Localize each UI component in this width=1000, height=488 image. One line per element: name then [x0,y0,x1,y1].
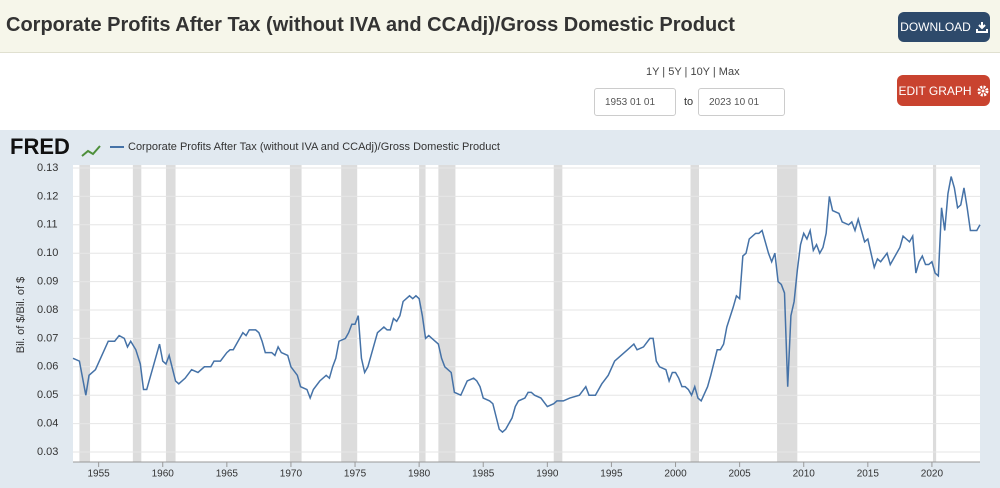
x-tick-label: 1975 [344,469,367,480]
gear-icon [977,85,989,96]
x-tick-label: 1980 [408,469,431,480]
y-tick-label: 0.07 [37,332,58,344]
recession-shade [932,165,937,462]
y-tick-label: 0.10 [37,247,58,259]
to-label: to [684,96,694,108]
recession-shade [341,165,358,462]
end-date[interactable]: 2023 10 01 [698,88,785,116]
recession-shade [79,165,91,462]
recession-shade [165,165,176,462]
data-line [72,176,981,434]
download-label[interactable]: DOWNLOAD [900,20,971,34]
y-tick-label: 0.12 [37,190,58,202]
x-tick-label: 1960 [152,469,175,480]
y-axis-label: Bil. of $/Bil. of $ [15,277,27,353]
y-tick-label: 0.13 [37,162,58,174]
recession-shade [777,165,798,462]
fred-logo: FRED [10,134,70,159]
y-tick-label: 0.08 [37,304,58,316]
x-tick-label: 1955 [88,469,111,480]
y-tick-label: 0.09 [37,276,58,288]
x-tick-label: 1985 [472,469,495,480]
download-icon [975,22,988,33]
y-tick-label: 0.11 [37,219,58,231]
x-tick-label: 2010 [793,469,816,480]
edit-graph-button[interactable]: EDIT GRAPH [897,75,990,106]
chart: FRED Corporate Profits After Tax (withou… [0,130,1000,488]
recession-shade [132,165,142,462]
x-tick-label: 1965 [216,469,239,480]
y-tick-label: 0.03 [37,446,58,458]
recession-shade [438,165,456,462]
range-links[interactable]: 1Y | 5Y | 10Y | Max [646,66,740,78]
recession-shade [690,165,699,462]
x-tick-label: 1990 [536,469,559,480]
x-tick-label: 2020 [921,469,944,480]
header: Corporate Profits After Tax (without IVA… [0,0,1000,53]
edit-graph-label[interactable]: EDIT GRAPH [898,83,972,98]
y-tick-label: 0.05 [37,389,58,401]
x-tick-label: 1970 [280,469,303,480]
plot-area [73,165,980,462]
page-title: Corporate Profits After Tax (without IVA… [6,14,735,36]
legend-label: Corporate Profits After Tax (without IVA… [128,141,500,153]
x-tick-label: 2015 [857,469,880,480]
start-date[interactable]: 1953 01 01 [594,88,676,116]
x-tick-label: 2005 [729,469,752,480]
recession-shade [289,165,302,462]
download-button[interactable]: DOWNLOAD [898,12,990,42]
recession-shade [553,165,563,462]
x-tick-label: 2000 [664,469,687,480]
y-tick-label: 0.04 [37,418,58,430]
logo-icon [81,145,101,157]
x-tick-label: 1995 [600,469,623,480]
y-tick-label: 0.06 [37,361,58,373]
